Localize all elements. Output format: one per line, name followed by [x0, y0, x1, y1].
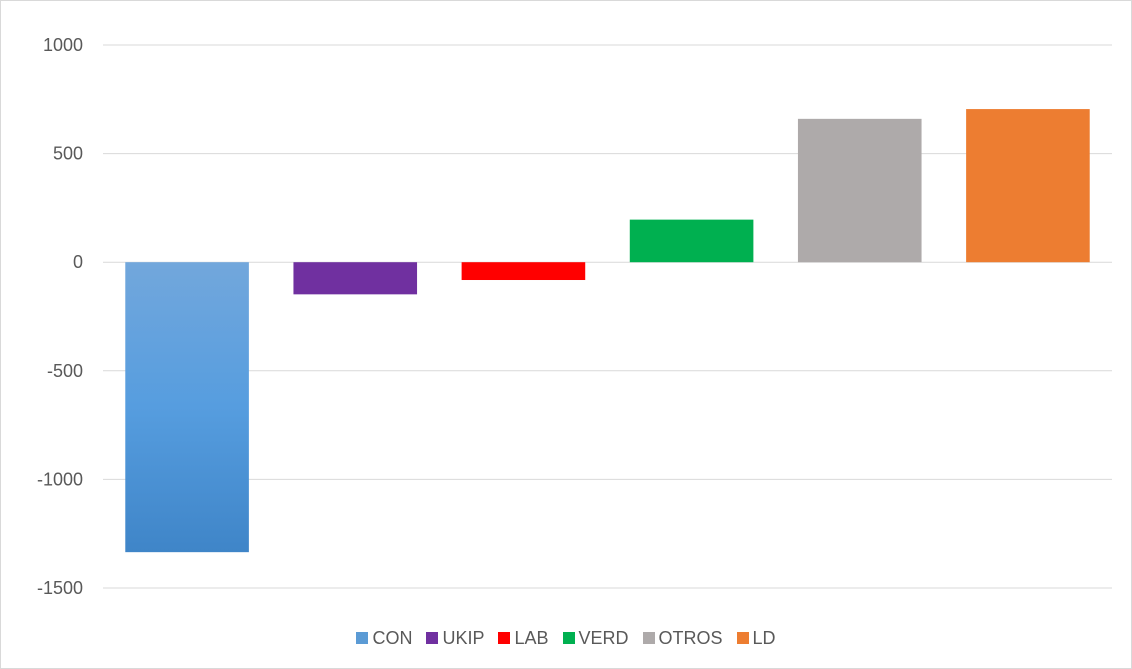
- bar-ld: [966, 109, 1090, 263]
- y-tick-label: 1000: [43, 35, 83, 55]
- legend-label: LD: [752, 627, 776, 648]
- bar-lab: [461, 262, 586, 281]
- legend-label: UKIP: [442, 627, 485, 648]
- legend-item-ukip: UKIP: [426, 628, 484, 649]
- legend-swatch: [642, 632, 655, 644]
- legend-swatch: [736, 632, 749, 644]
- gridlines: [103, 44, 1112, 589]
- legend-label: OTROS: [658, 627, 723, 648]
- legend-item-otros: OTROS: [642, 627, 723, 649]
- legend-item-con: CON: [356, 628, 412, 649]
- bar-otros: [797, 118, 922, 263]
- bar-verd: [629, 219, 754, 263]
- bar-ukip: [293, 262, 418, 295]
- legend-swatch: [426, 632, 439, 644]
- legend-swatch: [562, 632, 575, 644]
- legend-item-lab: LAB: [498, 627, 549, 649]
- legend-item-verd: VERD: [562, 627, 629, 649]
- y-axis-ticks: 1000 500 0 -500 -1000 -1500: [37, 35, 83, 598]
- legend-label: LAB: [514, 627, 549, 648]
- y-tick-label: -500: [47, 361, 83, 381]
- legend-swatch: [356, 632, 369, 644]
- legend-swatch: [498, 632, 511, 644]
- y-tick-label: 0: [73, 252, 83, 272]
- legend: CON UKIP LAB VERD OTROS LD: [0, 626, 1132, 650]
- legend-label: CON: [372, 627, 413, 648]
- y-tick-label: -1500: [37, 578, 83, 598]
- y-tick-label: 500: [53, 144, 83, 164]
- legend-item-ld: LD: [736, 627, 776, 649]
- bars: [125, 109, 1090, 553]
- legend-label: VERD: [578, 627, 629, 648]
- bar-con: [125, 262, 249, 553]
- y-tick-label: -1000: [37, 469, 83, 489]
